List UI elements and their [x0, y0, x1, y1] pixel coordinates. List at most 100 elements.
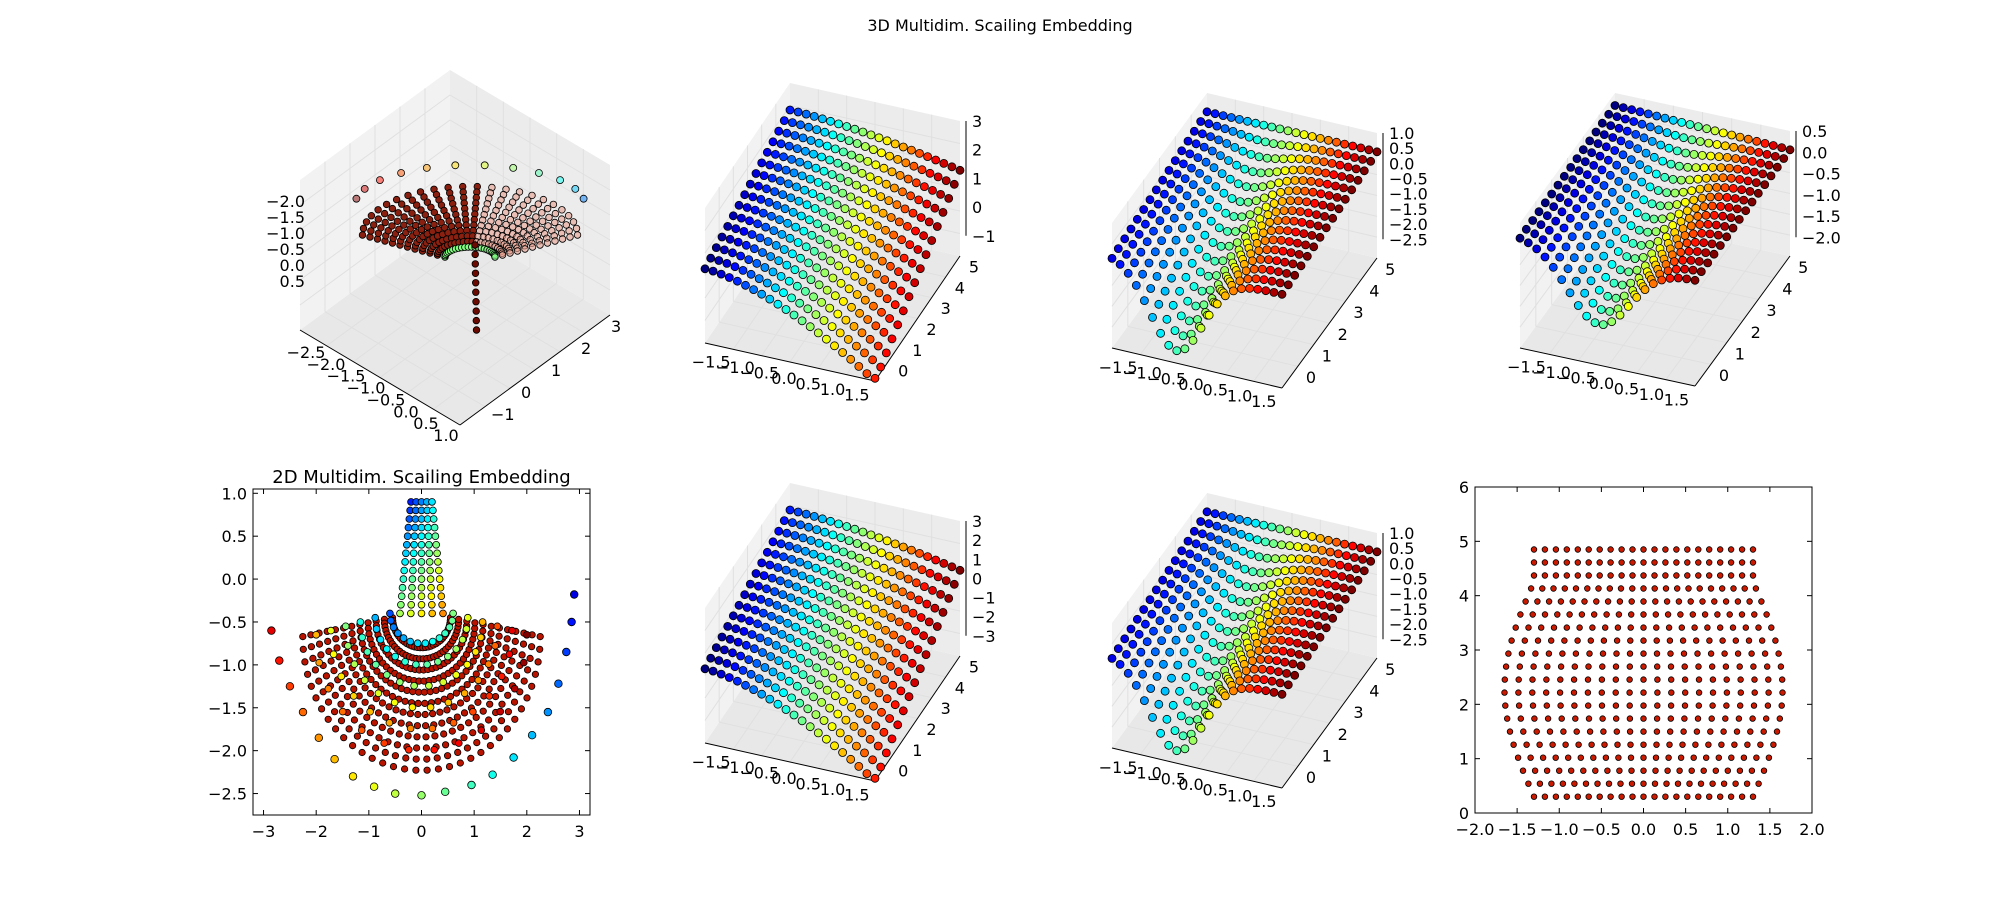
data-point	[1659, 224, 1669, 234]
data-point	[440, 730, 448, 738]
data-point	[337, 672, 346, 681]
data-point	[1168, 300, 1178, 310]
data-point	[826, 116, 835, 126]
data-point	[476, 664, 484, 672]
data-point	[927, 636, 937, 645]
data-point	[1742, 624, 1749, 631]
data-point	[1762, 715, 1770, 722]
data-point	[389, 623, 398, 632]
data-point	[1278, 246, 1288, 256]
data-point	[1340, 594, 1350, 604]
data-point	[1666, 159, 1676, 169]
data-point	[757, 158, 767, 168]
data-point	[1726, 173, 1736, 183]
data-point	[1591, 175, 1601, 185]
data-point	[1269, 688, 1279, 697]
data-point	[1653, 663, 1661, 670]
data-point	[1572, 204, 1582, 214]
data-point	[1257, 264, 1267, 274]
data-point	[811, 163, 821, 173]
data-point	[1681, 148, 1691, 158]
data-point	[1611, 226, 1621, 236]
data-point	[873, 175, 883, 185]
data-point	[890, 183, 899, 193]
data-point	[1219, 188, 1229, 198]
data-point	[1248, 167, 1258, 177]
data-point	[487, 629, 495, 638]
data-point	[460, 734, 468, 742]
data-point	[1741, 585, 1748, 592]
data-point	[388, 204, 397, 213]
data-point	[1649, 152, 1659, 162]
data-point	[877, 148, 886, 158]
data-point	[1180, 174, 1190, 184]
data-point	[1163, 625, 1173, 634]
x-tick-label: −2	[304, 822, 328, 841]
data-point	[1248, 656, 1257, 666]
data-point	[1202, 107, 1212, 117]
data-point	[532, 213, 540, 221]
data-point	[1704, 138, 1714, 148]
data-point	[443, 752, 452, 760]
data-point	[1708, 663, 1716, 670]
data-point	[923, 552, 932, 561]
data-point	[1730, 194, 1740, 203]
data-point	[1705, 546, 1713, 553]
data-point	[1267, 276, 1277, 286]
data-point	[855, 553, 864, 563]
data-point	[902, 272, 911, 282]
x-tick-label: −1.0	[347, 379, 386, 398]
data-point	[1590, 754, 1597, 761]
data-point	[1286, 196, 1295, 206]
data-point	[1132, 614, 1142, 624]
data-point	[1652, 111, 1662, 121]
data-point	[762, 547, 772, 557]
data-point	[438, 600, 446, 609]
data-point	[1242, 182, 1251, 192]
data-point	[1604, 598, 1612, 605]
data-point	[723, 622, 733, 631]
data-point	[1302, 251, 1312, 261]
data-point	[1651, 227, 1661, 237]
data-point	[358, 633, 367, 642]
data-point	[881, 748, 891, 758]
data-point	[1684, 213, 1694, 223]
data-point	[787, 293, 796, 303]
data-point	[749, 685, 758, 694]
data-point	[779, 516, 789, 525]
data-point	[892, 600, 902, 610]
data-point	[840, 604, 850, 614]
data-point	[849, 565, 859, 575]
data-point	[1120, 634, 1130, 644]
data-point	[1718, 128, 1728, 138]
data-point	[1291, 627, 1301, 637]
data-point	[463, 613, 472, 622]
data-point	[847, 654, 857, 663]
data-point	[1572, 154, 1582, 164]
data-point	[1126, 624, 1136, 634]
data-point	[1185, 149, 1195, 159]
data-point	[800, 585, 809, 595]
data-point	[539, 195, 548, 204]
data-point	[889, 630, 898, 640]
data-point	[329, 650, 338, 658]
data-point	[855, 708, 864, 718]
x-axis-line	[1111, 347, 1283, 389]
data-point	[435, 575, 444, 583]
data-point	[1673, 572, 1680, 579]
data-point	[1294, 249, 1304, 259]
data-point	[1550, 624, 1558, 631]
data-point	[1584, 253, 1594, 263]
data-point	[1269, 139, 1278, 149]
data-point	[762, 147, 772, 157]
data-point	[1660, 113, 1670, 123]
data-point	[1139, 605, 1149, 614]
data-point	[903, 622, 912, 631]
data-point	[1770, 741, 1777, 748]
data-point	[923, 152, 932, 162]
data-point	[1266, 580, 1276, 590]
data-point	[887, 567, 897, 577]
data-point	[1673, 585, 1681, 592]
data-point	[894, 217, 904, 227]
data-point	[751, 569, 761, 578]
